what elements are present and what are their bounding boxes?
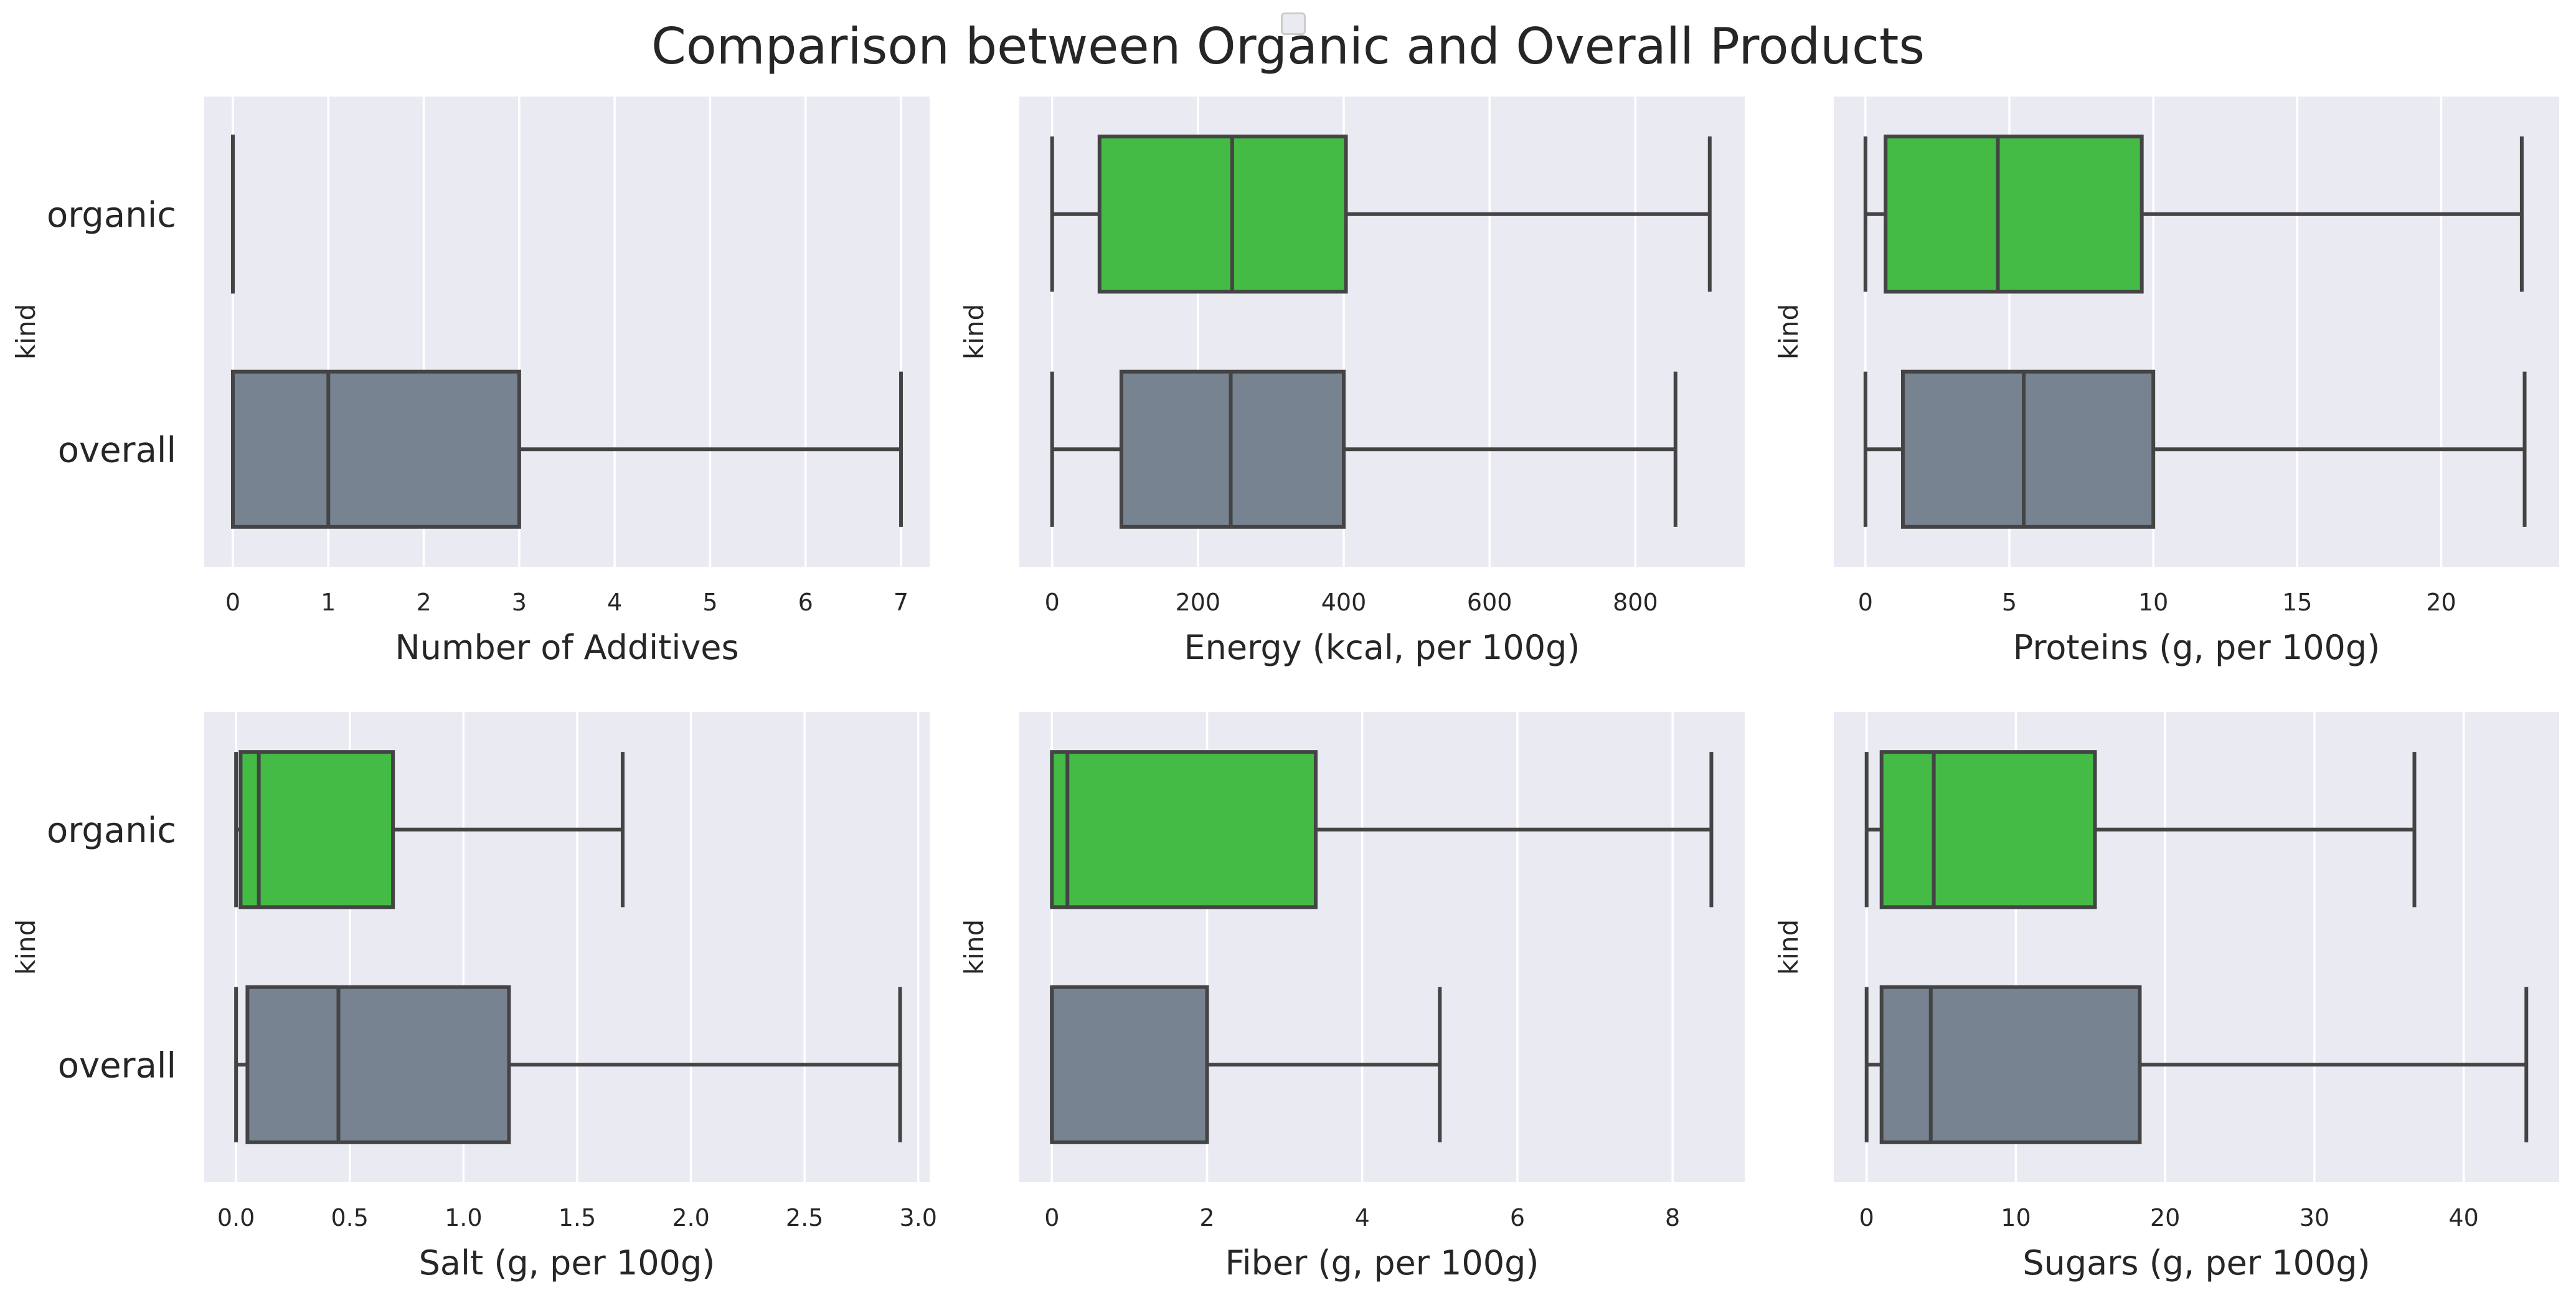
x-axis-label: Energy (kcal, per 100g) [1184,628,1580,667]
y-axis-label: kind [11,919,41,975]
x-tick-label: 20 [2150,1204,2180,1231]
box-iqr [230,369,521,529]
y-axis-label: kind [1773,304,1804,359]
y-tick-label: overall [58,1045,176,1086]
x-tick-label: 0 [1859,1204,1874,1231]
y-tick-label: organic [47,810,176,851]
x-axis-label: Salt (g, per 100g) [419,1243,715,1283]
x-tick-label: 4 [1355,1204,1370,1231]
box-overall [1050,369,1677,529]
box-organic [1050,135,1712,294]
x-axis-label: Sugars (g, per 100g) [2022,1243,2370,1283]
x-tick-label: 0 [1044,1204,1059,1231]
subplot-3: 0 5 10 15 20 kind Proteins (g, per 100g) [1773,97,2559,667]
box-iqr [1879,985,2142,1144]
x-tick-label: 0 [1045,589,1060,616]
box-organic [1863,135,2524,294]
x-tick-label: 15 [2282,589,2312,616]
y-axis-label: kind [11,304,41,359]
box-iqr [1050,985,1209,1144]
x-tick-label: 10 [2001,1204,2031,1231]
subplot-5: 0 2 4 6 8 kind Fiber (g, per 100g) [959,712,1745,1283]
y-axis-label: kind [959,919,989,975]
x-tick-label: 1 [321,589,336,616]
x-tick-label: 5 [2002,589,2017,616]
y-axis-label: kind [959,304,989,359]
x-tick-label: 20 [2426,589,2456,616]
x-tick-label: 2 [1199,1204,1214,1231]
box-overall [234,985,902,1144]
x-tick-label: 0 [1858,589,1873,616]
box-overall [1050,985,1442,1144]
subplot-4: 0.0 0.5 1.0 1.5 2.0 2.5 3.0 organic overall kind S… [11,712,937,1283]
x-tick-label: 3 [512,589,527,616]
box-overall [1864,985,2529,1144]
box-iqr [238,750,395,909]
x-tick-label: 6 [798,589,813,616]
x-tick-label: 600 [1467,589,1512,616]
subplot-2: 0 200 400 600 800 kind Energy (kcal, per 100g) [959,97,1745,667]
y-axis-label: kind [1773,919,1804,975]
x-tick-label: 4 [607,589,622,616]
x-axis-label: Proteins (g, per 100g) [2013,628,2380,667]
x-tick-label: 800 [1613,589,1658,616]
box-iqr [245,985,511,1144]
x-tick-label: 8 [1665,1204,1680,1231]
x-tick-label: 2.5 [786,1204,823,1231]
x-axis-label: Fiber (g, per 100g) [1225,1243,1539,1283]
x-tick-label: 3.0 [900,1204,937,1231]
x-tick-label: 200 [1176,589,1221,616]
x-tick-label: 0.5 [331,1204,369,1231]
x-tick-label: 2.0 [672,1204,709,1231]
x-tick-label: 7 [894,589,908,616]
box-overall [230,369,903,529]
x-tick-label: 0 [225,589,240,616]
box-iqr [1097,135,1348,294]
box-iqr [1050,750,1318,909]
x-tick-label: 1.5 [559,1204,596,1231]
subplot-1: 0 1 2 3 4 5 6 7 organic overall kind Number of Addi… [11,97,930,667]
box-organic [1864,750,2417,909]
box-organic [1050,750,1714,909]
y-tick-label: overall [58,430,176,470]
box-organic [234,750,625,909]
subplot-6: 0 10 20 30 40 kind Sugars (g, per 100g) [1773,712,2559,1283]
x-tick-label: 6 [1510,1204,1525,1231]
x-tick-label: 1.0 [445,1204,482,1231]
x-tick-label: 30 [2300,1204,2329,1231]
x-tick-label: 0.0 [217,1204,255,1231]
box-iqr [1900,369,2156,529]
box-iqr [1884,135,2144,294]
box-iqr [1879,750,2097,909]
box-overall [1863,369,2527,529]
x-tick-label: 2 [416,589,431,616]
x-axis-label: Number of Additives [395,628,738,667]
x-tick-label: 40 [2448,1204,2478,1231]
empty-legend [1281,12,1306,35]
x-tick-label: 10 [2138,589,2168,616]
y-tick-label: organic [47,195,176,235]
x-tick-label: 400 [1321,589,1367,616]
x-tick-label: 5 [702,589,717,616]
